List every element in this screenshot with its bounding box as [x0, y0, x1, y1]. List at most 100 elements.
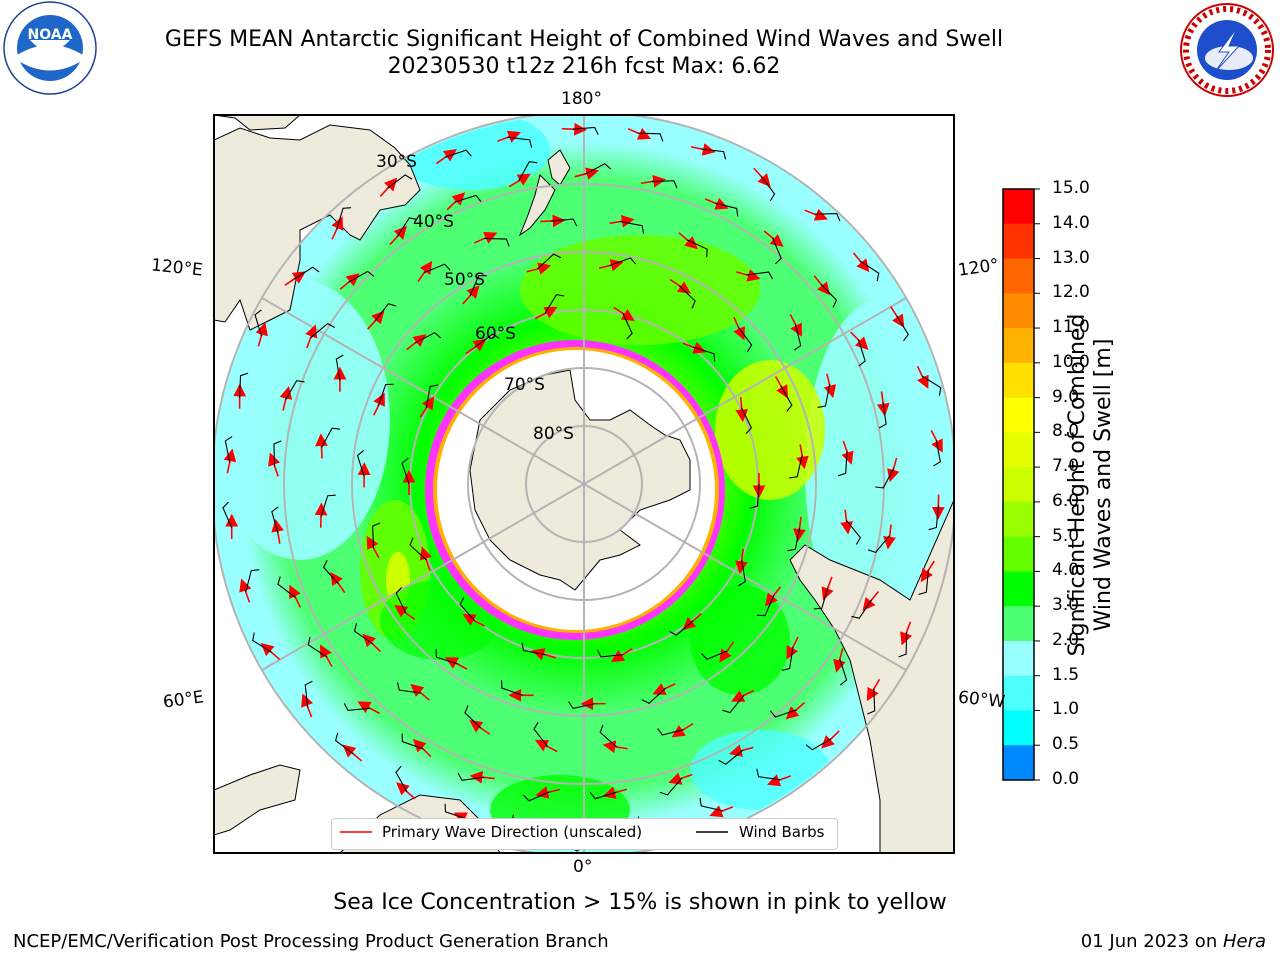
lat-label-70s: 70°S [504, 375, 545, 395]
chart-title-line2: 20230530 t12z 216h fcst Max: 6.62 [387, 54, 781, 79]
colorbar-segment [1003, 293, 1034, 329]
wind-barb [395, 765, 408, 792]
madagascar-land [214, 764, 301, 836]
wave-direction-arrow [728, 744, 754, 757]
wind-barb [738, 559, 746, 587]
wind-barb [474, 333, 500, 348]
wind-barb [484, 237, 510, 247]
colorbar-segment [1003, 606, 1034, 642]
australia-land [214, 124, 421, 331]
wind-barb [686, 239, 708, 258]
wave-direction-arrow [821, 730, 840, 749]
colorbar-segment [1003, 571, 1034, 607]
wind-barb [701, 148, 727, 160]
wave-direction-arrow [753, 167, 771, 187]
wind-barb [544, 293, 565, 314]
wind-barb [254, 309, 262, 337]
wind-barb [321, 427, 341, 448]
wind-barb [789, 455, 803, 479]
wind-barb [757, 595, 775, 617]
wind-barb [537, 253, 562, 270]
wind-barb [715, 202, 739, 217]
colorbar-segment [1003, 258, 1034, 294]
wind-barb [401, 457, 410, 485]
wind-barb [867, 688, 876, 715]
colorbar-tick-label: 7.0 [1052, 456, 1080, 477]
colorbar-segment [1003, 640, 1034, 677]
wind-barb [928, 505, 939, 531]
wind-barb [285, 380, 305, 401]
wind-barb [335, 354, 344, 381]
noaa-logo-text: NOAA [28, 27, 73, 43]
colorbar-segment [1003, 223, 1034, 260]
wind-barb [293, 266, 320, 280]
wind-barb [445, 149, 472, 158]
wind-barb [609, 257, 637, 267]
wind-barb [817, 384, 831, 409]
wind-barb [273, 440, 282, 466]
wind-barb [641, 688, 666, 704]
colorbar-segment [1003, 432, 1034, 468]
wind-barb [356, 449, 365, 477]
wind-barb [271, 506, 279, 534]
wave-direction-arrow [789, 314, 802, 337]
lat-label-30s: 30°S [376, 152, 417, 172]
lon-label-180: 180° [561, 89, 602, 109]
wind-barb [409, 537, 427, 561]
wind-barb [692, 346, 716, 362]
colorbar-segment [1003, 710, 1034, 746]
wind-barb [457, 772, 484, 781]
wind-barb [896, 315, 909, 342]
wind-barb [377, 383, 394, 406]
wave-direction-arrow [833, 648, 846, 673]
colorbar-tick-label: 6.0 [1052, 490, 1080, 511]
colorbar-segment [1003, 189, 1034, 225]
wind-barb [620, 220, 645, 234]
wave-direction-arrow [446, 192, 466, 211]
wave-direction-arrow [497, 130, 522, 143]
wave-direction-arrow [534, 739, 558, 753]
wind-barb [756, 768, 781, 781]
footer-host: Hera [1222, 931, 1266, 952]
colorbar-tick-label: 10.0 [1052, 351, 1090, 372]
wave-direction-arrow [669, 278, 692, 294]
wind-barb [239, 372, 249, 398]
wind-barb [780, 385, 793, 412]
wind-barb [334, 732, 354, 755]
wind-barb [372, 522, 381, 549]
noaa-logo: NOAA [0, 0, 100, 100]
wave-direction-arrow [561, 122, 587, 136]
wind-barb [425, 384, 439, 409]
wave-direction-arrow [362, 633, 381, 653]
map-area [214, 115, 954, 853]
wind-barb [814, 213, 841, 222]
colorbar-tick-label: 0.5 [1052, 734, 1080, 755]
wind-barb [322, 559, 339, 584]
wind-barb [320, 494, 336, 517]
lon-label-0: 0° [573, 857, 593, 877]
wind-barb [500, 680, 523, 696]
lat-label-50s: 50°S [444, 270, 485, 290]
wind-barb [657, 728, 684, 736]
wind-barb [839, 658, 848, 686]
colorbar-segment [1003, 362, 1034, 399]
wave-direction-arrow [764, 586, 782, 607]
colorbar-tick-label: 3.0 [1052, 595, 1080, 616]
lat-label-60s: 60°S [475, 324, 516, 344]
wind-barb [245, 569, 260, 593]
wave-direction-arrow [671, 722, 694, 738]
colorbar-tick-label: 8.0 [1052, 421, 1080, 442]
wind-barb [533, 721, 548, 747]
footer-date-text: 01 Jun 2023 on [1080, 931, 1223, 952]
colorbar-tick-label: 9.0 [1052, 386, 1080, 407]
wind-barb [469, 274, 487, 296]
wind-barb [424, 263, 451, 274]
wind-barb [857, 339, 866, 367]
wave-direction-arrow [366, 535, 380, 559]
wind-barb [343, 703, 370, 712]
new-zealand-land [518, 174, 556, 237]
wind-barb [760, 176, 776, 202]
wind-barb [851, 599, 872, 619]
wind-barb [898, 632, 908, 658]
wind-barb [837, 451, 848, 477]
